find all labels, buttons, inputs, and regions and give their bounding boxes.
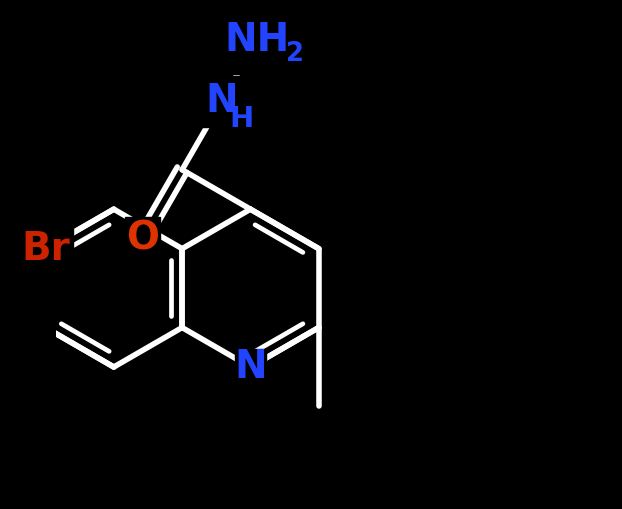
Bar <box>200 76 243 127</box>
Bar <box>125 217 160 260</box>
Text: N: N <box>234 348 267 386</box>
Text: H: H <box>230 105 254 133</box>
Text: N: N <box>205 82 238 121</box>
Bar <box>235 349 266 385</box>
Bar <box>229 6 285 73</box>
Text: Br: Br <box>21 230 70 268</box>
Text: 2: 2 <box>286 41 304 67</box>
Text: O: O <box>126 219 159 257</box>
Text: NH: NH <box>225 21 290 59</box>
Bar <box>17 215 73 282</box>
